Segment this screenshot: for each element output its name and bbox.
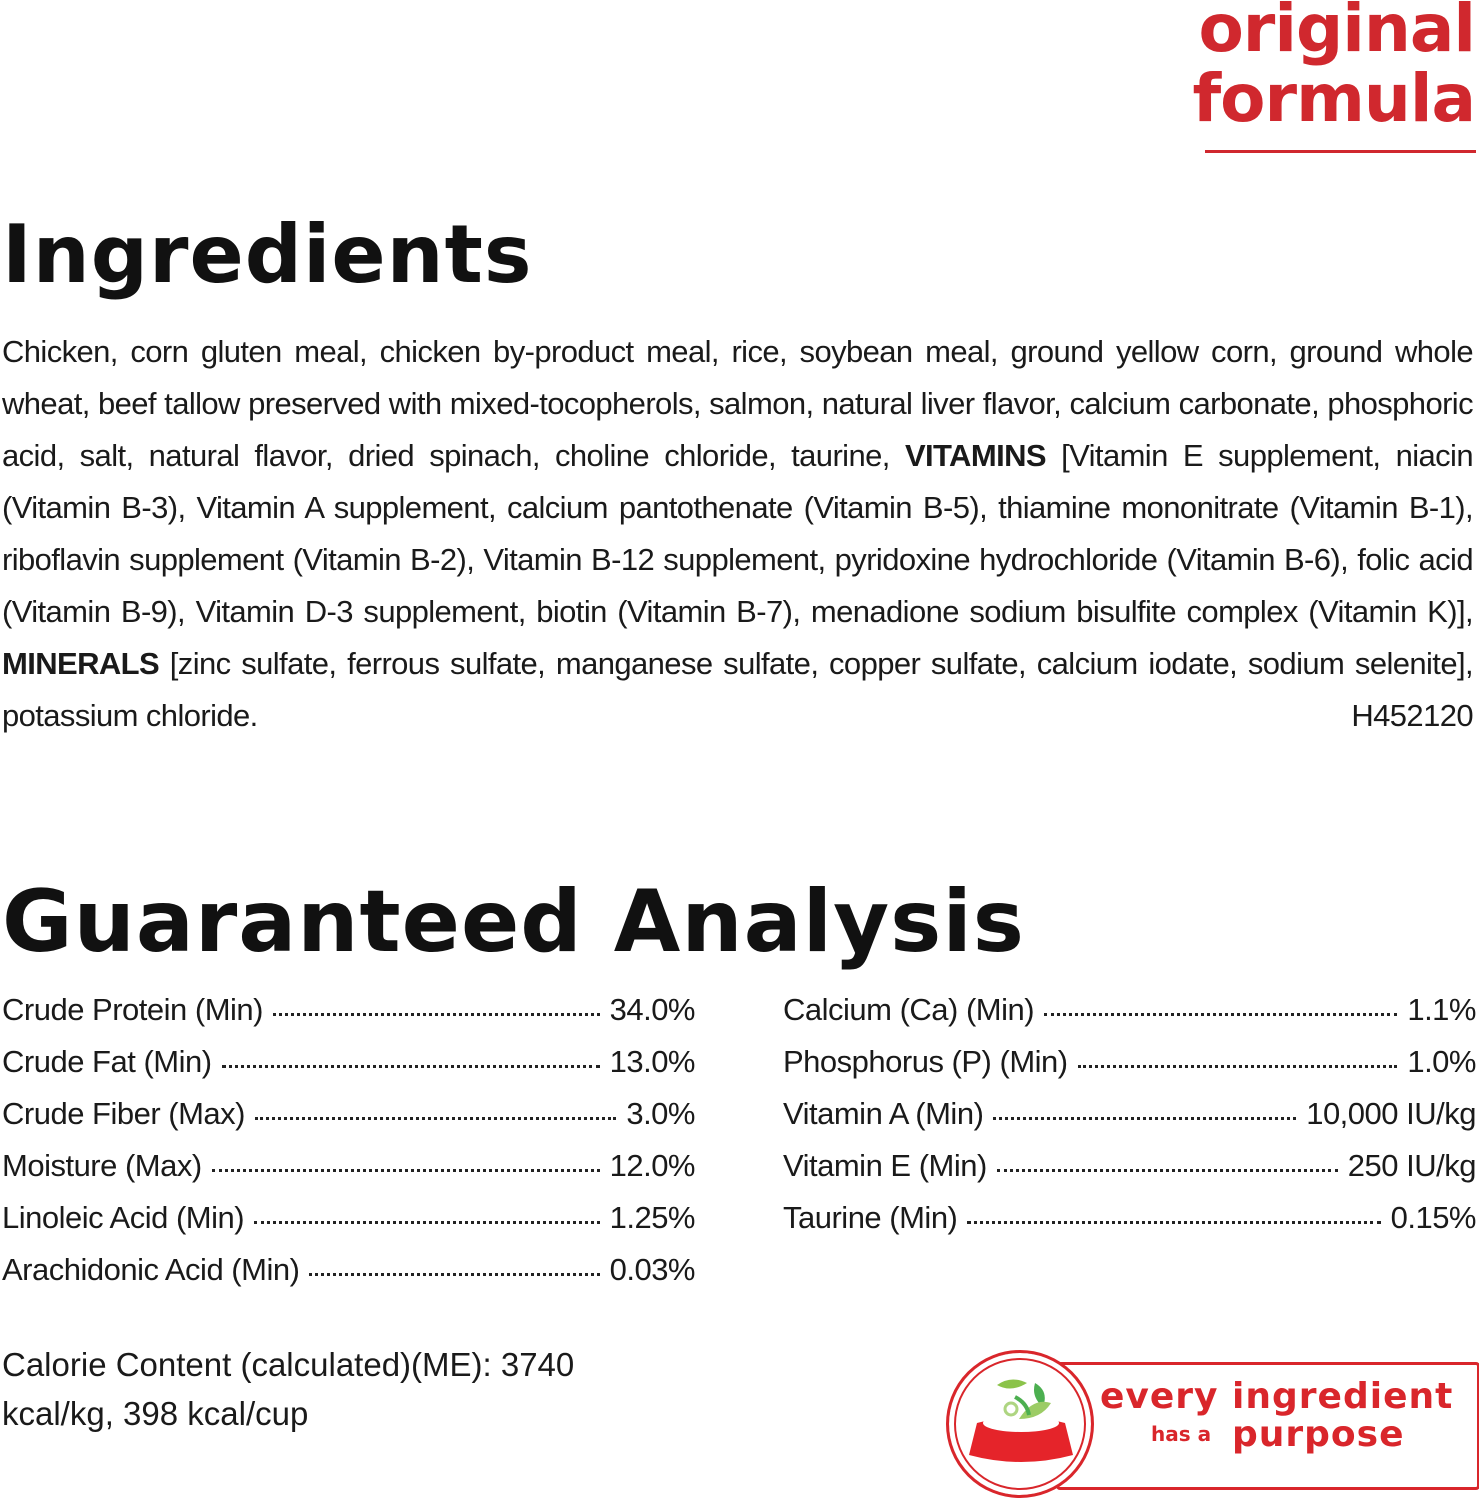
analysis-row: Crude Protein (Min) 34.0% xyxy=(2,984,696,1036)
brand-logo: original formula xyxy=(1192,0,1476,137)
ingredients-heading: Ingredients xyxy=(2,208,533,301)
dot-leader xyxy=(996,1157,1338,1172)
nutrient-label: Linoleic Acid (Min) xyxy=(2,1200,245,1235)
nutrient-value: 3.0% xyxy=(626,1096,695,1131)
nutrient-value: 13.0% xyxy=(609,1044,696,1079)
analysis-heading: Guaranteed Analysis xyxy=(2,872,1025,972)
analysis-row: Calcium (Ca) (Min) 1.1% xyxy=(783,984,1476,1036)
minerals-label: MINERALS xyxy=(2,646,160,681)
nutrient-label: Arachidonic Acid (Min) xyxy=(2,1252,300,1287)
ingredients-text: Chicken, corn gluten meal, chicken by-pr… xyxy=(2,326,1474,742)
dot-leader xyxy=(309,1261,600,1276)
pet-bowl-with-leaves-icon xyxy=(946,1350,1094,1498)
analysis-row: Moisture (Max) 12.0% xyxy=(2,1140,696,1192)
nutrient-label: Moisture (Max) xyxy=(2,1148,202,1183)
dot-leader xyxy=(272,1001,600,1016)
analysis-row: Linoleic Acid (Min) 1.25% xyxy=(2,1192,696,1244)
nutrient-label: Crude Fiber (Max) xyxy=(2,1096,246,1131)
nutrient-value: 0.15% xyxy=(1390,1200,1477,1235)
nutrient-value: 0.03% xyxy=(609,1252,696,1287)
analysis-row: Crude Fat (Min) 13.0% xyxy=(2,1036,696,1088)
analysis-right-column: Calcium (Ca) (Min) 1.1% Phosphorus (P) (Mi… xyxy=(783,984,1477,1244)
vitamins-label: VITAMINS xyxy=(904,438,1047,473)
analysis-row: Crude Fiber (Max) 3.0% xyxy=(2,1088,695,1140)
nutrient-label: Vitamin E (Min) xyxy=(783,1148,987,1183)
analysis-row: Vitamin E (Min) 250 IU/kg xyxy=(783,1140,1477,1192)
nutrient-label: Vitamin A (Min) xyxy=(783,1096,984,1131)
calorie-content: Calorie Content (calculated)(ME): 3740 k… xyxy=(2,1346,575,1432)
nutrient-label: Calcium (Ca) (Min) xyxy=(783,992,1035,1027)
analysis-row: Phosphorus (P) (Min) 1.0% xyxy=(783,1036,1476,1088)
nutrient-value: 1.0% xyxy=(1407,1044,1476,1079)
analysis-row: Taurine (Min) 0.15% xyxy=(783,1192,1477,1244)
dot-leader xyxy=(221,1053,600,1068)
every-ingredient-badge: every ingredient has a purpose xyxy=(946,1350,1479,1498)
dot-leader xyxy=(967,1209,1381,1224)
nutrient-label: Taurine (Min) xyxy=(783,1200,958,1235)
analysis-row: Vitamin A (Min) 10,000 IU/kg xyxy=(783,1088,1476,1140)
ingredients-part1: Chicken, corn gluten meal, chicken by-pr… xyxy=(2,334,1474,473)
dot-leader xyxy=(254,1209,600,1224)
ingredients-part3: [zinc sulfate, ferrous sulfate, manganes… xyxy=(2,646,1474,733)
nutrient-value: 34.0% xyxy=(609,992,696,1027)
dot-leader xyxy=(1044,1001,1398,1016)
dot-leader xyxy=(993,1105,1297,1120)
nutrient-value: 250 IU/kg xyxy=(1347,1148,1477,1183)
nutrient-label: Phosphorus (P) (Min) xyxy=(783,1044,1068,1079)
analysis-left-column: Crude Protein (Min) 34.0% Crude Fat (Min) 1… xyxy=(2,984,696,1296)
dot-leader xyxy=(211,1157,600,1172)
dot-leader xyxy=(255,1105,617,1120)
analysis-row: Arachidonic Acid (Min) 0.03% xyxy=(2,1244,696,1296)
brand-line1: original xyxy=(1198,0,1476,67)
nutrient-label: Crude Fat (Min) xyxy=(2,1044,212,1079)
badge-line2b: purpose xyxy=(1232,1414,1405,1455)
brand-line2: formula xyxy=(1192,60,1476,137)
nutrient-label: Crude Protein (Min) xyxy=(2,992,263,1027)
ingredients-part2: [Vitamin E supplement, niacin (Vitamin B… xyxy=(2,438,1474,629)
nutrient-value: 10,000 IU/kg xyxy=(1306,1096,1476,1131)
dot-leader xyxy=(1077,1053,1398,1068)
badge-line2a: has a xyxy=(1151,1422,1212,1446)
brand-underline xyxy=(1205,150,1476,153)
nutrient-value: 1.25% xyxy=(609,1200,696,1235)
nutrient-value: 12.0% xyxy=(609,1148,696,1183)
badge-line1: every ingredient xyxy=(1100,1376,1454,1417)
nutrient-value: 1.1% xyxy=(1407,992,1476,1027)
product-code: H452120 xyxy=(1351,698,1473,733)
